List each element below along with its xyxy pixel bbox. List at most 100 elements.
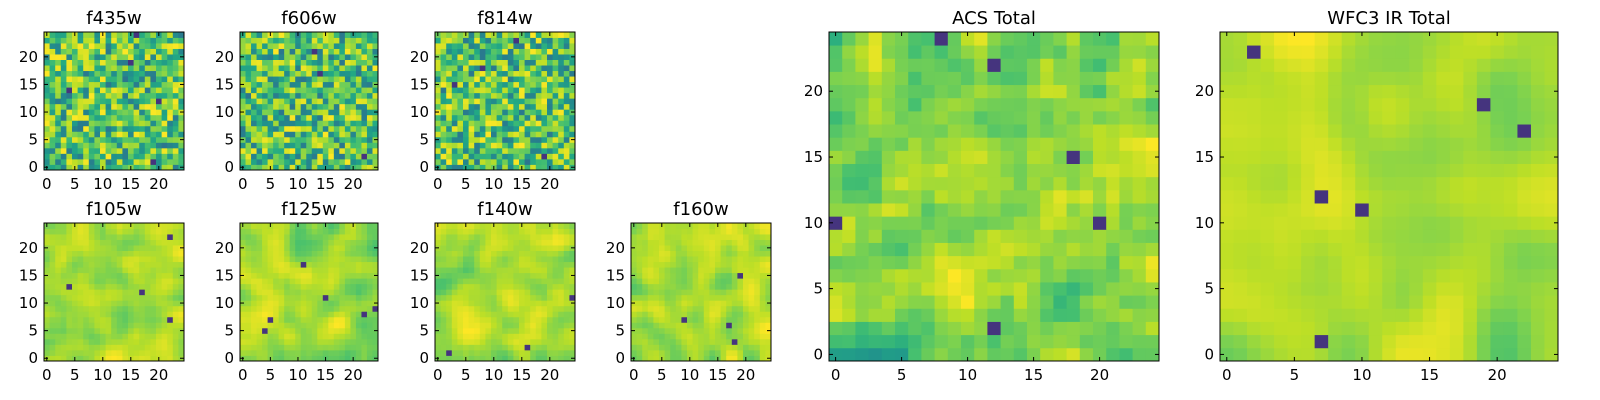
heatmap-cell xyxy=(519,239,525,246)
heatmap-cell xyxy=(1132,321,1147,336)
heatmap-cell xyxy=(524,283,531,290)
heatmap-cell xyxy=(759,322,766,329)
heatmap-cell xyxy=(77,250,84,257)
heatmap-cell xyxy=(306,87,313,94)
heatmap-cell xyxy=(66,48,73,55)
heatmap-cell xyxy=(295,48,302,55)
heatmap-cell xyxy=(703,344,710,351)
heatmap-cell xyxy=(49,70,56,77)
heatmap-cell xyxy=(139,305,146,312)
heatmap-cell xyxy=(144,283,151,290)
heatmap-cell xyxy=(530,294,537,301)
y-tick-label: 0 xyxy=(28,349,38,367)
heatmap-cell xyxy=(519,294,525,301)
heatmap-cell xyxy=(468,327,475,334)
heatmap-cell xyxy=(855,295,869,309)
heatmap-cell xyxy=(451,272,458,279)
x-tick-label: 10 xyxy=(288,175,307,193)
heatmap-cell xyxy=(1027,334,1041,349)
heatmap-cell xyxy=(284,344,291,351)
heatmap-cell xyxy=(300,103,307,110)
heatmap-cell xyxy=(55,311,62,318)
heatmap-cell xyxy=(440,98,447,105)
heatmap-cell xyxy=(116,228,123,235)
heatmap-cell xyxy=(653,256,660,263)
heatmap-cell xyxy=(311,239,318,246)
heatmap-cell xyxy=(105,250,112,257)
heatmap-cell xyxy=(60,300,67,307)
heatmap-cell xyxy=(446,239,453,246)
heatmap-cell xyxy=(681,327,688,334)
heatmap-cell xyxy=(709,234,716,240)
heatmap-cell xyxy=(709,228,716,235)
heatmap-cell xyxy=(435,153,441,160)
heatmap-cell xyxy=(44,239,50,246)
heatmap-cell xyxy=(322,283,329,290)
heatmap-cell xyxy=(479,136,486,143)
heatmap-cell xyxy=(100,147,106,154)
heatmap-cell xyxy=(262,109,268,116)
heatmap-cell xyxy=(921,176,935,191)
heatmap-cell xyxy=(366,355,373,362)
heatmap-cell xyxy=(647,355,654,362)
heatmap-cell xyxy=(339,43,346,49)
heatmap-cell xyxy=(322,333,329,340)
heatmap-cell xyxy=(670,355,677,362)
heatmap-cell xyxy=(72,37,78,44)
heatmap-cell xyxy=(1053,216,1067,230)
heatmap-cell xyxy=(474,120,481,127)
heatmap-cell xyxy=(116,114,123,121)
heatmap-cell xyxy=(49,125,56,132)
heatmap-cell xyxy=(72,322,78,329)
heatmap-cell xyxy=(552,92,559,99)
heatmap-cell xyxy=(322,37,329,44)
heatmap-cell xyxy=(55,245,62,251)
heatmap-cell xyxy=(267,300,274,307)
heatmap-cell xyxy=(344,355,351,362)
heatmap-cell xyxy=(161,344,168,351)
heatmap-cell xyxy=(921,321,935,336)
heatmap-cell xyxy=(116,250,123,257)
heatmap-cell xyxy=(552,283,559,290)
heatmap-cell xyxy=(1145,308,1160,322)
heatmap-cell xyxy=(322,48,329,55)
heatmap-cell xyxy=(317,333,324,340)
heatmap-cell xyxy=(485,333,492,340)
heatmap-cell xyxy=(457,245,464,251)
heatmap-cell xyxy=(361,322,368,329)
heatmap-cell xyxy=(664,294,671,301)
heatmap-cell xyxy=(457,54,464,60)
heatmap-cell xyxy=(513,289,520,296)
heatmap-cell xyxy=(295,65,302,72)
heatmap-cell xyxy=(306,54,313,60)
heatmap-cell xyxy=(339,327,346,334)
heatmap-cell xyxy=(161,311,168,318)
heatmap-cell xyxy=(262,48,268,55)
heatmap-cell xyxy=(507,54,514,60)
heatmap-cell xyxy=(451,327,458,334)
heatmap-cell xyxy=(256,327,263,334)
heatmap-cell xyxy=(1066,163,1081,178)
heatmap-cell xyxy=(306,311,313,318)
heatmap-cell xyxy=(361,327,368,334)
heatmap-cell xyxy=(1066,268,1081,283)
heatmap-cell xyxy=(111,256,118,263)
heatmap-cell xyxy=(513,294,520,301)
heatmap-cell xyxy=(251,114,257,121)
heatmap-cell xyxy=(474,311,481,318)
heatmap-cell xyxy=(631,250,637,257)
heatmap-cell xyxy=(440,239,447,246)
heatmap-cell xyxy=(361,65,368,72)
heatmap-cell xyxy=(1013,176,1028,191)
heatmap-cell xyxy=(435,87,441,94)
heatmap-cell xyxy=(284,70,291,77)
heatmap-cell xyxy=(451,355,458,362)
heatmap-cell xyxy=(519,344,525,351)
heatmap-cell xyxy=(748,228,755,235)
heatmap-cell xyxy=(692,333,699,340)
heatmap-cell xyxy=(139,32,146,38)
heatmap-cell xyxy=(440,223,447,229)
heatmap-cell xyxy=(457,289,464,296)
heatmap-cell xyxy=(295,54,302,60)
heatmap-cell xyxy=(446,65,453,72)
